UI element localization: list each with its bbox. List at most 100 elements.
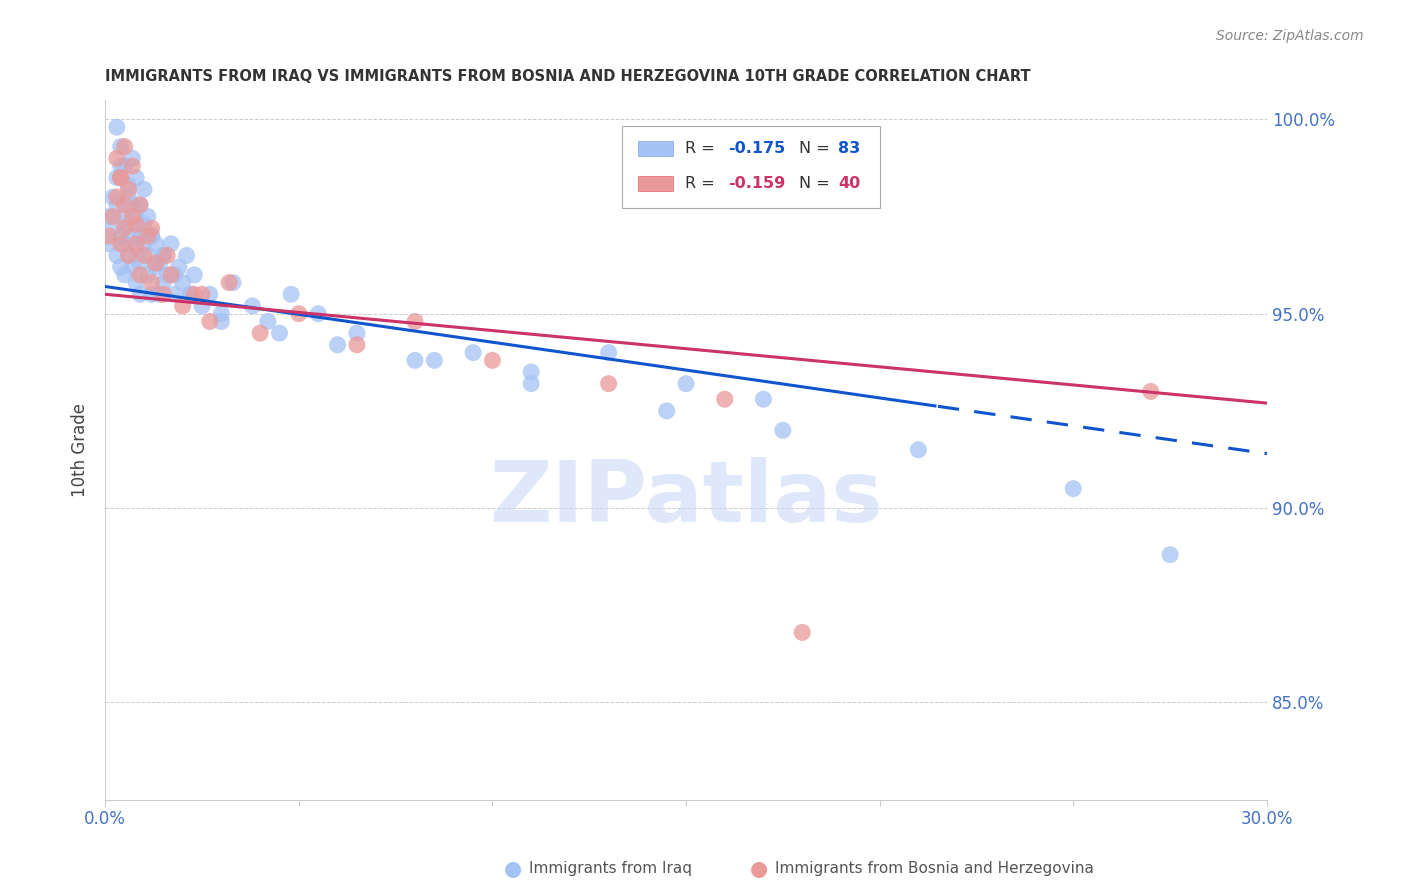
Point xyxy=(772,423,794,437)
Point xyxy=(125,210,148,224)
Point xyxy=(114,159,136,173)
Point xyxy=(110,170,132,185)
Bar xyxy=(638,176,673,191)
Text: -0.159: -0.159 xyxy=(728,176,785,191)
Point xyxy=(461,345,484,359)
Point xyxy=(346,326,368,340)
Point xyxy=(117,182,139,196)
Point xyxy=(145,236,167,251)
Point xyxy=(209,314,232,328)
Point xyxy=(346,338,368,352)
Point xyxy=(121,229,143,244)
Point xyxy=(152,248,174,262)
Point xyxy=(129,229,152,244)
Point xyxy=(114,221,136,235)
Text: -0.175: -0.175 xyxy=(728,141,785,156)
Point xyxy=(101,190,124,204)
Point xyxy=(172,299,194,313)
Point xyxy=(105,248,128,262)
Point xyxy=(121,260,143,274)
Point xyxy=(105,198,128,212)
Point xyxy=(198,314,221,328)
Point xyxy=(121,198,143,212)
Point xyxy=(160,268,183,282)
Point xyxy=(125,241,148,255)
Point xyxy=(132,217,155,231)
Y-axis label: 10th Grade: 10th Grade xyxy=(72,403,89,497)
Bar xyxy=(638,141,673,156)
Point xyxy=(598,345,620,359)
Point xyxy=(129,198,152,212)
Point xyxy=(1139,384,1161,399)
Point xyxy=(110,229,132,244)
Point xyxy=(792,625,814,640)
Point xyxy=(713,392,735,407)
Point xyxy=(114,268,136,282)
Text: R =: R = xyxy=(685,141,720,156)
Text: 83: 83 xyxy=(838,141,860,156)
Point xyxy=(141,221,163,235)
Point xyxy=(105,151,128,165)
Point xyxy=(148,256,170,270)
Point xyxy=(136,268,159,282)
Point xyxy=(520,376,543,391)
Point xyxy=(288,307,311,321)
Point xyxy=(98,210,121,224)
Point xyxy=(191,299,214,313)
Point xyxy=(152,276,174,290)
Point xyxy=(269,326,291,340)
Point xyxy=(257,314,280,328)
Point xyxy=(907,442,929,457)
Point xyxy=(675,376,697,391)
Point xyxy=(160,236,183,251)
Text: ●: ● xyxy=(751,859,768,879)
Point xyxy=(110,236,132,251)
Point xyxy=(101,210,124,224)
Point xyxy=(98,229,121,244)
Point xyxy=(110,260,132,274)
Point xyxy=(114,236,136,251)
Point xyxy=(141,287,163,301)
Point xyxy=(110,170,132,185)
Point xyxy=(117,178,139,193)
Point xyxy=(148,287,170,301)
Point xyxy=(752,392,775,407)
Point xyxy=(129,268,152,282)
Point xyxy=(1062,482,1084,496)
Point xyxy=(152,287,174,301)
Point xyxy=(481,353,503,368)
Point xyxy=(423,353,446,368)
Point xyxy=(520,365,543,379)
Point xyxy=(598,376,620,391)
Point xyxy=(145,256,167,270)
Text: ZIPatlas: ZIPatlas xyxy=(489,458,883,541)
Point xyxy=(132,182,155,196)
Point xyxy=(117,248,139,262)
Text: IMMIGRANTS FROM IRAQ VS IMMIGRANTS FROM BOSNIA AND HERZEGOVINA 10TH GRADE CORREL: IMMIGRANTS FROM IRAQ VS IMMIGRANTS FROM … xyxy=(105,69,1031,84)
Point xyxy=(125,236,148,251)
Text: Immigrants from Iraq: Immigrants from Iraq xyxy=(529,862,692,876)
Point xyxy=(136,229,159,244)
Text: ●: ● xyxy=(505,859,522,879)
Point xyxy=(110,159,132,173)
Point xyxy=(132,248,155,262)
Point xyxy=(121,151,143,165)
Point xyxy=(179,287,201,301)
Point xyxy=(218,276,240,290)
Point xyxy=(114,139,136,153)
Point xyxy=(176,248,198,262)
Point xyxy=(105,120,128,135)
Point xyxy=(110,139,132,153)
Point xyxy=(129,198,152,212)
Point xyxy=(136,210,159,224)
Point xyxy=(117,190,139,204)
Point xyxy=(163,268,186,282)
Point xyxy=(156,248,179,262)
Point xyxy=(129,256,152,270)
Point xyxy=(129,287,152,301)
Point xyxy=(121,210,143,224)
Text: N =: N = xyxy=(799,141,835,156)
Point xyxy=(101,221,124,235)
Point xyxy=(1159,548,1181,562)
Point xyxy=(125,217,148,231)
